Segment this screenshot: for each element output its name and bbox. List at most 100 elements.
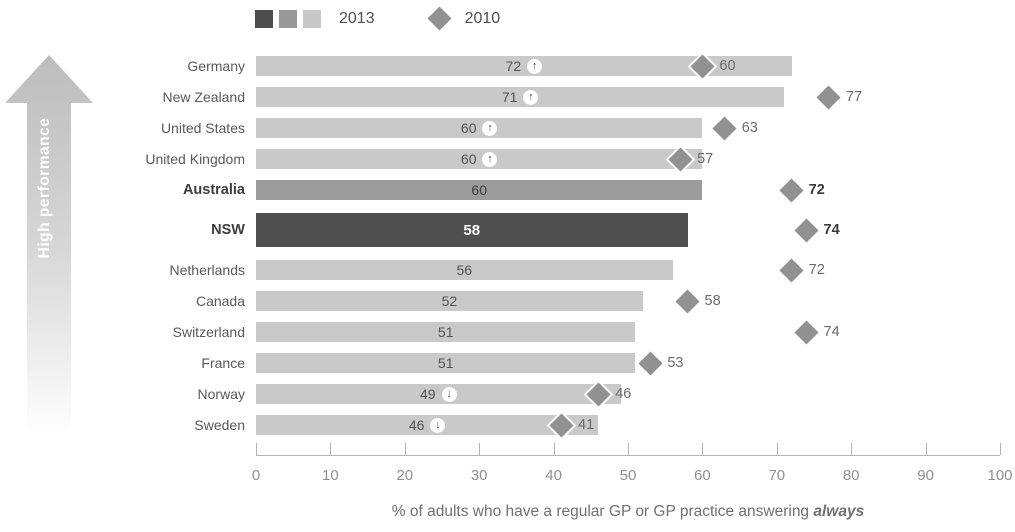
x-axis-tick-label: 20	[396, 467, 414, 484]
bar-2013-sweden: 46 ↓	[256, 415, 599, 435]
x-axis-tick	[851, 443, 853, 455]
trend-up-icon: ↑	[482, 120, 498, 136]
x-axis-title-text: % of adults who have a regular GP or GP …	[391, 503, 814, 520]
bar-value-2013: 60	[460, 120, 477, 136]
trend-up-icon: ↑	[523, 89, 539, 105]
bar-value-2013: 72	[505, 58, 522, 74]
bar-value-2013: 49	[419, 386, 436, 402]
x-axis-tick-label: 80	[842, 467, 860, 484]
row-label-new-zealand: New Zealand	[162, 89, 246, 105]
x-axis-tick	[925, 443, 927, 455]
x-axis-tick	[776, 443, 778, 455]
diamond-2010-united-states	[712, 115, 737, 141]
diamond-value-2010: 74	[823, 222, 840, 238]
bar-2013-new-zealand: 71 ↑	[256, 87, 785, 107]
diamond-value-2010: 72	[808, 182, 825, 198]
x-axis-title: % of adults who have a regular GP or GP …	[256, 503, 1000, 521]
bar-value-2013: 46	[408, 417, 425, 433]
bar-2013-united-states: 60 ↑	[256, 118, 703, 138]
x-axis-tick-label: 50	[619, 467, 637, 484]
bar-value-2013: 56	[456, 262, 473, 278]
x-axis-tick-label: 10	[322, 467, 339, 484]
row-label-united-states: United States	[160, 120, 245, 136]
high-performance-label: High performance	[36, 118, 53, 259]
x-axis-tick	[553, 443, 555, 455]
diamond-value-2010: 58	[704, 293, 721, 309]
x-axis-line	[256, 455, 1000, 456]
trend-down-icon: ↓	[441, 386, 457, 402]
diamond-2010-nsw	[794, 217, 819, 243]
legend-swatch-medium-icon	[279, 10, 297, 28]
row-label-norway: Norway	[197, 386, 245, 402]
bar-2013-canada: 52	[256, 291, 643, 311]
bar-2013-switzerland: 51	[256, 322, 636, 342]
row-label-switzerland: Switzerland	[172, 324, 245, 340]
bar-2013-australia: 60	[256, 180, 703, 200]
high-performance-arrow: High performance	[5, 55, 93, 436]
legend-2010-label: 2010	[464, 10, 501, 27]
diamond-value-2010: 53	[667, 355, 684, 371]
diamond-value-2010: 77	[845, 89, 863, 105]
diamond-value-2010: 41	[578, 417, 595, 433]
row-label-netherlands: Netherlands	[169, 262, 246, 278]
diamond-2010-canada	[675, 288, 700, 314]
diamond-value-2010: 60	[719, 58, 736, 74]
diamond-value-2010: 57	[697, 151, 714, 167]
diamond-2010-france	[638, 350, 663, 376]
diamond-value-2010: 46	[615, 386, 632, 402]
bar-2013-france: 51	[256, 353, 636, 373]
x-axis-tick-label: 40	[545, 467, 562, 484]
diamond-2010-netherlands	[779, 257, 804, 283]
x-axis-tick	[330, 443, 332, 455]
x-axis-tick	[628, 443, 629, 455]
diamond-value-2010: 74	[823, 324, 840, 340]
diamond-2010-australia	[779, 177, 804, 203]
bar-value-2013: 60	[471, 182, 487, 198]
legend-2010-marker	[427, 6, 453, 32]
x-axis-tick	[256, 443, 257, 455]
bar-value-2013: 58	[463, 221, 481, 239]
legend-swatch-light-icon	[303, 10, 321, 28]
bar-value-2013: 71	[501, 89, 518, 105]
legend-2013-label: 2013	[339, 10, 375, 27]
bar-2013-united-kingdom: 60 ↑	[256, 149, 703, 169]
x-axis-tick	[404, 443, 406, 455]
x-axis-tick	[1000, 443, 1001, 455]
bar-value-2013: 51	[437, 324, 454, 340]
x-axis-tick-label: 100	[987, 467, 1013, 484]
bar-2013-germany: 72 ↑	[256, 56, 792, 76]
bar-value-2013: 52	[441, 293, 458, 309]
row-label-canada: Canada	[195, 293, 245, 309]
x-axis-tick-label: 70	[768, 467, 786, 484]
diamond-2010-new-zealand	[816, 84, 841, 110]
x-axis-tick-label: 60	[694, 467, 711, 484]
row-label-united-kingdom: United Kingdom	[145, 151, 245, 167]
row-label-germany: Germany	[187, 58, 245, 74]
x-axis-title-emphasis: always	[813, 503, 865, 520]
bar-2013-nsw: 58	[256, 213, 688, 247]
bar-value-2013: 60	[460, 151, 477, 167]
trend-up-icon: ↑	[482, 151, 498, 167]
legend: 2013 2010	[255, 6, 501, 32]
diamond-value-2010: 63	[741, 120, 758, 136]
x-axis-tick-label: 90	[917, 467, 934, 484]
diamond-2010-switzerland	[794, 319, 819, 345]
row-label-sweden: Sweden	[194, 417, 245, 433]
x-axis-tick	[702, 443, 704, 455]
row-label-australia: Australia	[182, 182, 245, 198]
arrow-shape	[5, 55, 93, 436]
bar-2013-norway: 49 ↓	[256, 384, 621, 404]
x-axis-tick-label: 0	[251, 467, 261, 484]
bar-2013-netherlands: 56	[256, 260, 673, 280]
diamond-value-2010: 72	[808, 262, 825, 278]
row-label-france: France	[201, 355, 245, 371]
diamond-icon	[427, 6, 452, 31]
x-axis-tick	[479, 443, 481, 455]
trend-down-icon: ↓	[430, 417, 446, 433]
row-label-nsw: NSW	[211, 222, 245, 238]
trend-up-icon: ↑	[527, 58, 543, 74]
legend-swatch-dark-icon	[255, 10, 273, 28]
x-axis-tick-label: 30	[470, 467, 488, 484]
bar-value-2013: 51	[437, 355, 454, 371]
